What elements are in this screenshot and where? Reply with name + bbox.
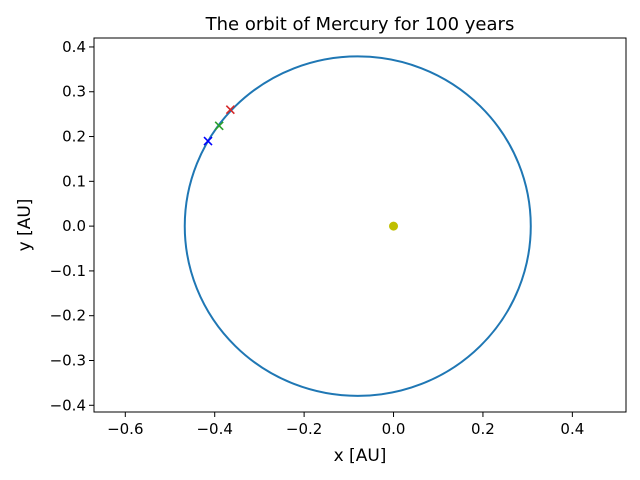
y-tick-label: 0.4 — [62, 38, 86, 56]
x-tick-label: −0.2 — [286, 420, 322, 438]
position-marker-1 — [225, 105, 235, 115]
x-tick-label: 0.0 — [382, 420, 406, 438]
x-axis-label: x [AU] — [334, 446, 387, 466]
y-tick-label: 0.0 — [62, 217, 86, 235]
marker-stroke — [225, 105, 235, 115]
y-tick-label: −0.3 — [50, 351, 86, 369]
y-tick-label: −0.1 — [50, 262, 86, 280]
y-tick-label: 0.3 — [62, 83, 86, 101]
y-tick-label: 0.1 — [62, 172, 86, 190]
axis-ticks: −0.6 −0.4 −0.2 0.0 0.2 0.4 −0.4 −0.3 −0.2 −0.1 0.0… — [50, 38, 585, 438]
axes-frame — [93, 37, 627, 413]
chart-title: The orbit of Mercury for 100 years — [205, 14, 515, 35]
x-tick-label: −0.4 — [196, 420, 232, 438]
marker-stroke — [203, 136, 213, 146]
sun-marker — [389, 221, 399, 231]
x-tick-label: 0.4 — [560, 420, 584, 438]
orbit-path — [183, 55, 532, 397]
y-tick-label: 0.2 — [62, 128, 86, 146]
y-axis-label: y [AU] — [15, 199, 35, 252]
position-marker-2 — [214, 121, 224, 131]
x-tick-label: −0.6 — [107, 420, 143, 438]
x-tick-label: 0.2 — [471, 420, 495, 438]
marker-stroke — [214, 121, 224, 131]
position-marker-3 — [203, 136, 213, 146]
plot-area — [183, 55, 532, 397]
y-tick-label: −0.2 — [50, 307, 86, 325]
y-tick-label: −0.4 — [50, 396, 86, 414]
